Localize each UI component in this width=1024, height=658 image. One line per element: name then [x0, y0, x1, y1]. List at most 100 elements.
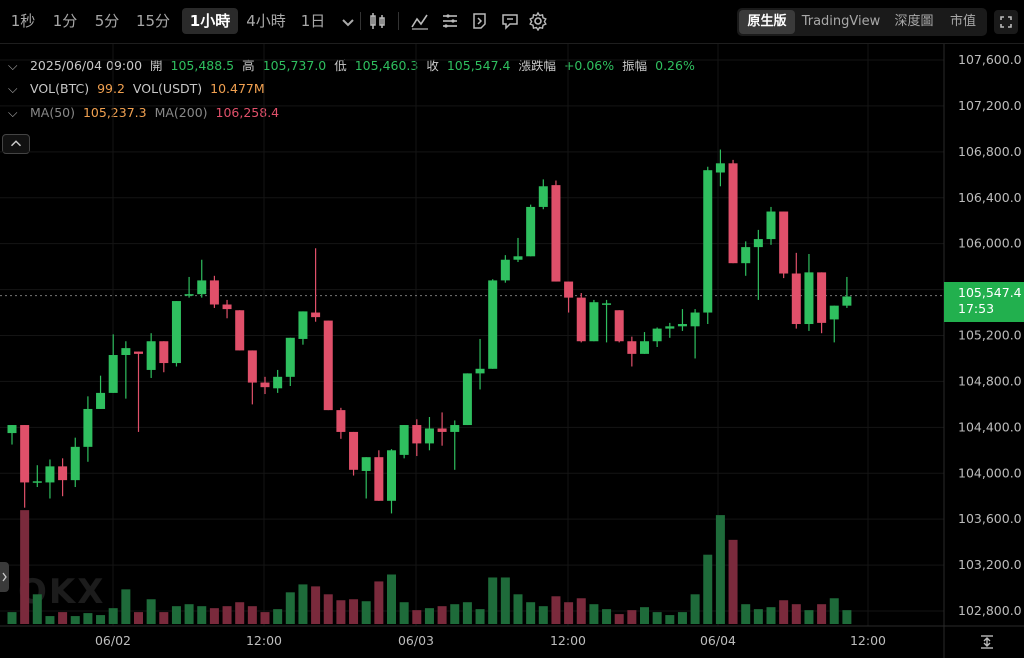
timeframe-4[interactable]: 1小時 — [182, 8, 238, 34]
high-value: 105,737.0 — [262, 58, 327, 73]
y-tick-label: 104,800.0 — [958, 373, 1022, 388]
volume-bar — [703, 554, 713, 624]
chart-scroll-handle[interactable] — [0, 562, 9, 592]
volume-bar — [829, 598, 839, 624]
view-tab-3[interactable]: 市值 — [949, 14, 976, 29]
settings-icon[interactable] — [528, 11, 548, 32]
volume-bar — [766, 607, 776, 624]
expand-icon[interactable] — [994, 10, 1018, 34]
x-tick-label: 06/04 — [700, 633, 736, 648]
volume-legend: ⌵ VOL(BTC) 99.2 VOL(USDT) 10.477M — [8, 80, 269, 98]
view-tab-2[interactable]: 深度圖 — [894, 14, 934, 29]
volume-bar — [412, 610, 422, 624]
timeframe-0[interactable]: 1秒 — [10, 12, 36, 30]
timeframe-6[interactable]: 1日 — [300, 12, 326, 30]
y-tick-label: 106,400.0 — [958, 190, 1022, 205]
close-label: 收 — [426, 58, 439, 73]
volume-bar — [134, 612, 143, 624]
vol-btc-label: VOL(BTC) — [29, 81, 90, 96]
volume-bar — [538, 606, 548, 624]
volume-bar — [273, 609, 283, 624]
candle-body — [32, 481, 42, 483]
chart-toolbar: 1秒 1分 5分 15分 1小時 4小時 1日 原生版 TradingView 深度圖 市值 — [0, 0, 1024, 44]
timeframe-2[interactable]: 5分 — [94, 12, 120, 30]
candle-body — [247, 350, 257, 383]
amplitude-value: 0.26% — [655, 58, 695, 73]
y-tick-label: 107,600.0 — [958, 52, 1022, 67]
x-tick-label: 12:00 — [246, 633, 282, 648]
change-label: 漲跌幅 — [518, 58, 556, 73]
candle-body — [715, 163, 725, 173]
candle-body — [285, 337, 295, 377]
volume-bar — [387, 574, 396, 624]
candle-body — [412, 425, 422, 444]
collapse-legend-button[interactable] — [2, 134, 30, 154]
ma50-value: 105,237.3 — [82, 105, 147, 120]
y-tick-label: 106,000.0 — [958, 236, 1022, 251]
candle-body — [70, 446, 80, 481]
alert-icon[interactable] — [500, 11, 520, 31]
candle-body — [462, 373, 472, 426]
candle-body — [323, 320, 333, 411]
chevron-down-icon[interactable] — [338, 12, 354, 28]
volume-bar — [209, 608, 219, 624]
volume-bar — [665, 615, 675, 624]
candle-body — [703, 170, 713, 313]
candle-body — [652, 328, 662, 342]
view-tab-1[interactable]: TradingView — [801, 14, 881, 29]
indicator-icon[interactable] — [410, 11, 430, 31]
template-icon[interactable] — [470, 11, 490, 31]
y-tick-label: 104,400.0 — [958, 419, 1022, 434]
candle-body — [146, 341, 156, 370]
volume-bar — [677, 612, 687, 624]
view-tab-0[interactable]: 原生版 — [739, 10, 795, 34]
x-tick-label: 06/02 — [95, 633, 131, 648]
okx-logo: OKX — [18, 572, 106, 612]
volume-bar — [462, 602, 472, 624]
volume-bar — [779, 600, 789, 624]
volume-bar — [488, 577, 498, 624]
chevron-down-icon[interactable]: ⌵ — [8, 105, 18, 120]
price-chart[interactable]: 107,600.0 107,200.0 106,800.0 106,400.0 106,… — [0, 44, 1024, 658]
volume-bar — [627, 610, 637, 624]
volume-bar — [728, 539, 738, 624]
candle-body — [804, 272, 814, 325]
candle-body — [677, 324, 687, 327]
candle-body — [58, 466, 68, 481]
volume-bar — [83, 613, 93, 624]
volume-bar — [336, 600, 346, 624]
candle-body — [171, 301, 181, 364]
chevron-down-icon[interactable]: ⌵ — [8, 58, 18, 73]
timeframe-1[interactable]: 1分 — [52, 12, 78, 30]
candle-body — [399, 425, 409, 455]
ma50-label: MA(50) — [29, 105, 75, 120]
axis-reset-icon[interactable] — [977, 632, 997, 652]
candle-body — [45, 466, 55, 483]
drawing-tools-icon[interactable] — [440, 11, 460, 31]
candle-body — [665, 326, 675, 329]
candle-body — [349, 431, 359, 470]
candle-body — [108, 355, 118, 393]
candle-body — [298, 311, 308, 339]
candle-body — [197, 280, 207, 295]
candle-body — [690, 312, 700, 327]
volume-bar — [640, 607, 649, 624]
change-value: +0.06% — [563, 58, 615, 73]
candle-body — [614, 310, 624, 342]
candle-countdown: 17:53 — [958, 301, 995, 316]
volume-bar — [817, 604, 827, 624]
volume-bar — [184, 604, 194, 624]
volume-bar — [424, 608, 434, 624]
ma200-value: 106,258.4 — [215, 105, 280, 120]
candle-body — [20, 425, 30, 483]
candle-body — [602, 303, 612, 305]
legend-datetime: 2025/06/04 09:00 — [29, 58, 143, 73]
candle-body — [374, 457, 384, 501]
candle-body — [741, 247, 751, 264]
chevron-down-icon[interactable]: ⌵ — [8, 81, 18, 96]
candlestick-type-icon[interactable] — [368, 11, 388, 31]
timeframe-5[interactable]: 4小時 — [246, 12, 286, 30]
ma-legend: ⌵ MA(50) 105,237.3 MA(200) 106,258.4 — [8, 104, 283, 122]
candle-body — [513, 256, 523, 260]
timeframe-3[interactable]: 15分 — [135, 12, 171, 30]
